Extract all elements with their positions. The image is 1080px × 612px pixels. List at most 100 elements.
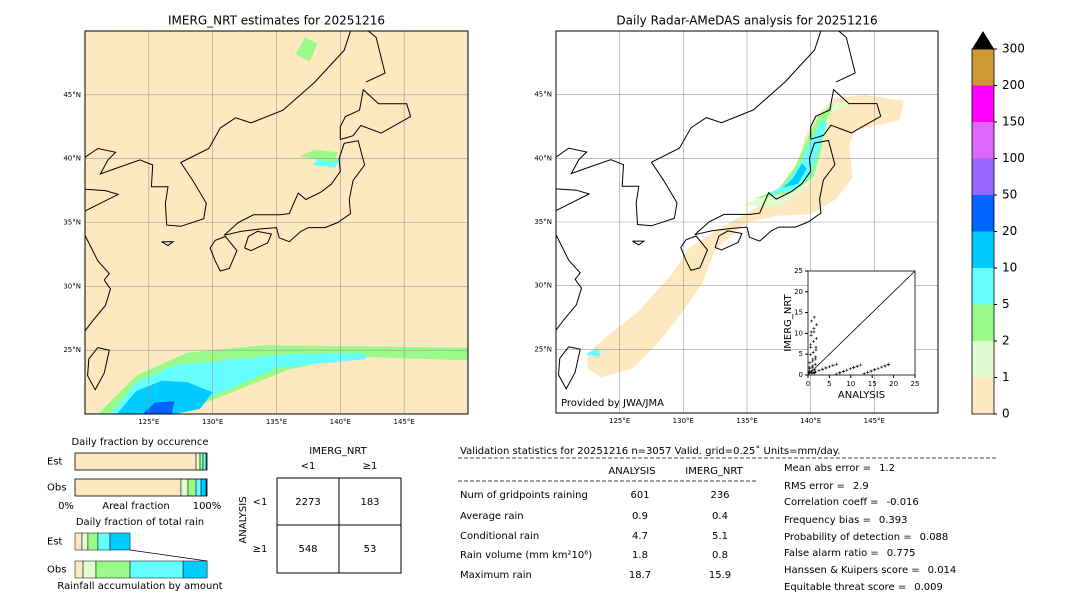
lat-tick-label: 25°N: [63, 346, 81, 354]
bar-segment: [82, 560, 97, 579]
lon-tick-label: 135°E: [266, 418, 287, 426]
coastline: [223, 140, 366, 243]
lat-tick-label: 40°N: [63, 155, 81, 163]
coastline: [810, 88, 882, 140]
scatter-points: [807, 315, 890, 376]
lat-tick-label: 40°N: [534, 154, 552, 162]
panel-title: Daily fraction by occurence: [71, 437, 208, 448]
coastline: [557, 346, 581, 390]
colorbar-label: 100: [1002, 151, 1025, 165]
row-label: Num of gridpoints raining: [460, 490, 588, 501]
rain-area: [782, 163, 807, 188]
y-axis-label: IMERG_NRT: [783, 293, 794, 351]
lat-tick-label: 45°N: [534, 91, 552, 99]
bar-segment: [182, 560, 208, 579]
lon-tick-label: 145°E: [864, 417, 885, 425]
bar-segment: [187, 478, 197, 497]
coastline: [339, 88, 412, 140]
col-title: IMERG_NRT: [309, 446, 367, 457]
cell-value: 183: [360, 497, 379, 508]
colorbar-segment: [972, 158, 994, 195]
col-label: ≥1: [363, 461, 378, 472]
lat-tick-label: 30°N: [63, 282, 81, 290]
lon-tick-label: 140°E: [330, 418, 351, 426]
colorbar-label: 1: [1002, 370, 1010, 384]
row-label: Conditional rain: [460, 531, 539, 542]
score-value: 0.393: [879, 515, 908, 526]
row-label: Rain volume (mm km²10⁶): [460, 550, 592, 561]
x-tick-label: 10: [846, 380, 855, 388]
coastline: [244, 230, 273, 252]
lat-tick-label: 35°N: [63, 219, 81, 227]
score-label: Mean abs error =: [784, 463, 871, 474]
colorbar-label: 10: [1002, 261, 1017, 275]
stats-title: Validation statistics for 20251216 n=305…: [460, 445, 840, 457]
bar-segment: [109, 532, 131, 551]
bar-segment: [95, 560, 131, 579]
lat-tick-label: 35°N: [534, 218, 552, 226]
map-frame: [555, 30, 939, 414]
map-title: IMERG_NRT estimates for 20251216: [168, 14, 385, 28]
analysis-value: 0.9: [632, 511, 648, 522]
row-label: <1: [253, 497, 268, 508]
y-tick-label: 10: [794, 329, 803, 337]
colorbar-segment: [972, 304, 994, 341]
score-label: Frequency bias =: [784, 515, 871, 526]
row-label: Est: [47, 457, 63, 468]
colorbar-label: 300: [1002, 42, 1025, 56]
rain-area: [587, 94, 904, 378]
imerg-value: 15.9: [709, 570, 731, 581]
bar-segment: [180, 478, 189, 497]
bar-segment: [74, 560, 84, 579]
colorbar-segment: [972, 49, 994, 86]
x-tick-label: 5: [827, 380, 831, 388]
bar-segment: [195, 452, 201, 471]
cell-value: 53: [364, 544, 377, 555]
bar-segment: [195, 478, 202, 497]
score-label: RMS error =: [784, 481, 845, 492]
column-header: ANALYSIS: [608, 466, 655, 477]
score-value: 0.014: [928, 565, 957, 576]
axis-label: Areal fraction: [102, 501, 169, 512]
colorbar-segment: [972, 195, 994, 232]
colorbar-label: 5: [1002, 297, 1010, 311]
y-tick-label: 0: [799, 371, 803, 379]
score-value: 2.9: [853, 481, 869, 492]
colorbar-label: 0: [1002, 407, 1010, 421]
x-tick-label: 20: [889, 380, 898, 388]
colorbar-label: 2: [1002, 334, 1010, 348]
row-label: Maximum rain: [460, 570, 532, 581]
colorbar-segment: [972, 377, 994, 414]
rain-area: [753, 103, 834, 200]
column-header: IMERG_NRT: [685, 466, 743, 477]
analysis-value: 1.8: [632, 550, 648, 561]
axis-left: 0%: [58, 501, 74, 512]
map-frame: [84, 30, 469, 415]
coastline: [87, 347, 110, 391]
analysis-value: 601: [630, 490, 649, 501]
y-tick-label: 15: [794, 309, 803, 317]
lon-tick-label: 145°E: [394, 418, 415, 426]
coastline: [694, 139, 836, 242]
lon-tick-label: 130°E: [673, 417, 694, 425]
row-label: Obs: [47, 483, 66, 494]
analysis-value: 18.7: [629, 570, 651, 581]
lon-tick-label: 125°E: [138, 418, 159, 426]
score-value: 0.775: [887, 548, 916, 559]
rain-area: [295, 37, 318, 62]
bar-segment: [199, 452, 204, 471]
colorbar-label: 50: [1002, 188, 1017, 202]
x-tick-label: 25: [911, 380, 920, 388]
row-label: Average rain: [460, 511, 524, 522]
score-value: 0.009: [914, 582, 943, 593]
score-label: Equitable threat score =: [784, 582, 906, 593]
panel-title: Daily fraction of total rain: [76, 517, 204, 528]
coastline: [835, 31, 856, 83]
imerg-value: 0.8: [712, 550, 728, 561]
rain-area: [142, 401, 175, 414]
colorbar-extend: [972, 31, 994, 49]
map-title: Daily Radar-AMeDAS analysis for 20251216: [616, 14, 877, 28]
x-axis-label: ANALYSIS: [838, 390, 885, 401]
coastline: [632, 240, 646, 246]
row-label: Est: [47, 537, 63, 548]
